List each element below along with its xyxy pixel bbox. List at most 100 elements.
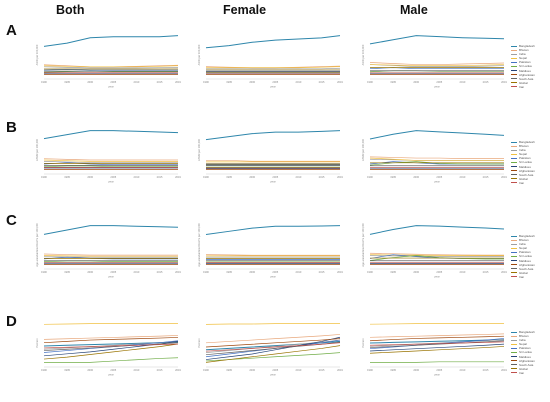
x-tick-label: 2010 xyxy=(134,368,140,372)
legend-item: Global xyxy=(511,271,535,275)
x-tick-label: 2005 xyxy=(110,270,116,274)
row-label-d: D xyxy=(6,313,17,330)
legend-item: Afghanistan xyxy=(511,169,535,173)
x-tick-label: 1990 xyxy=(41,368,47,372)
x-tick-label: 2005 xyxy=(272,80,278,84)
legend-row-d: Bangladesh Bhutan India Nepal Pakistan Sri La… xyxy=(511,330,535,375)
x-axis-label: year xyxy=(108,373,114,377)
legend-swatch xyxy=(511,86,517,88)
legend-swatch xyxy=(511,368,517,370)
legend-swatch xyxy=(511,141,517,143)
x-tick-label: 2005 xyxy=(110,175,116,179)
series-line-3 xyxy=(205,339,341,353)
legend-swatch xyxy=(511,264,517,266)
legend-row-a: Bangladesh Bhutan India Nepal Pakistan Sri La… xyxy=(511,44,535,89)
x-tick-label: 2000 xyxy=(87,80,93,84)
series-line-10 xyxy=(369,346,505,354)
line-chart-c-both: 1990 1995 2000 2005 2010 2015 2019 year Age-stan… xyxy=(35,223,181,279)
legend-swatch xyxy=(511,343,517,345)
legend-item: Bhutan xyxy=(511,48,535,52)
legend-swatch xyxy=(511,174,517,176)
series-line-5 xyxy=(43,162,178,166)
series-line-7 xyxy=(205,336,341,360)
y-axis-label: ASIR per 100,000 xyxy=(361,44,365,65)
legend-item: Maldives xyxy=(511,355,535,359)
x-tick-label: 2005 xyxy=(436,80,442,84)
legend-label: Pakistan xyxy=(519,156,531,161)
x-tick-label: 2015 xyxy=(157,270,163,274)
legend-label: Bangladesh xyxy=(519,140,535,144)
legend-item: South Asia xyxy=(511,363,535,367)
series-line-5 xyxy=(43,69,178,71)
legend-label: India xyxy=(519,242,526,247)
x-tick-label: 2015 xyxy=(483,80,489,84)
legend-label: Bangladesh xyxy=(519,44,535,48)
line-chart-b-male: 1990 1995 2000 2005 2010 2015 2019 year ASMR per… xyxy=(361,130,507,184)
x-tick-label: 2000 xyxy=(249,80,255,84)
x-tick-label: 1995 xyxy=(226,80,232,84)
line-chart-b-both: 1990 1995 2000 2005 2010 2015 2019 year ASMR per… xyxy=(35,130,181,184)
legend-swatch xyxy=(511,53,517,55)
y-axis-label: Percent xyxy=(361,338,365,347)
series-line-6 xyxy=(43,260,178,262)
legend-item: Iran xyxy=(511,181,535,185)
x-tick-label: 1990 xyxy=(367,80,373,84)
series-line-4 xyxy=(369,157,504,161)
series-line-11 xyxy=(43,343,179,349)
legend-swatch xyxy=(511,260,517,262)
legend-swatch xyxy=(511,153,517,155)
legend-swatch xyxy=(511,170,517,172)
legend-label: Nepal xyxy=(519,246,527,251)
row-label-b: B xyxy=(6,119,17,136)
x-tick-label: 2010 xyxy=(134,175,140,179)
legend-swatch xyxy=(511,364,517,366)
legend-row-c: Bangladesh Bhutan India Nepal Pakistan Sri La… xyxy=(511,234,535,279)
x-tick-label: 2015 xyxy=(483,175,489,179)
x-tick-label: 2019 xyxy=(175,80,181,84)
legend-label: India xyxy=(519,52,526,57)
legend-label: Iran xyxy=(519,274,525,279)
legend-label: Sri Lanka xyxy=(519,254,532,259)
legend-swatch xyxy=(511,251,517,253)
legend-swatch xyxy=(511,272,517,274)
y-axis-label: Percent xyxy=(197,338,201,347)
legend-swatch xyxy=(511,66,517,68)
series-line-1 xyxy=(369,35,505,45)
legend-swatch xyxy=(511,372,517,374)
legend-label: South Asia xyxy=(519,76,534,81)
x-tick-label: 2000 xyxy=(413,175,419,179)
series-line-1 xyxy=(369,130,505,140)
legend-label: Iran xyxy=(519,370,525,375)
series-line-2 xyxy=(205,334,341,344)
series-line-2 xyxy=(205,254,340,256)
x-axis-label: year xyxy=(270,180,276,184)
legend-item: Iran xyxy=(511,85,535,89)
legend-item: Sri Lanka xyxy=(511,64,535,68)
y-axis-label: ASMR per 100,000 xyxy=(361,138,365,161)
x-tick-label: 1990 xyxy=(367,270,373,274)
legend-item: Iran xyxy=(511,275,535,279)
x-tick-label: 2005 xyxy=(436,270,442,274)
x-tick-label: 2000 xyxy=(249,270,255,274)
legend-swatch xyxy=(511,178,517,180)
legend-swatch xyxy=(511,74,517,76)
legend-swatch xyxy=(511,243,517,245)
x-tick-label: 2000 xyxy=(413,80,419,84)
series-line-6 xyxy=(44,357,179,363)
x-tick-label: 2000 xyxy=(249,175,255,179)
x-tick-label: 1990 xyxy=(367,175,373,179)
legend-item: South Asia xyxy=(511,77,535,81)
legend-item: Nepal xyxy=(511,246,535,250)
legend-item: India xyxy=(511,242,535,246)
legend-item: Maldives xyxy=(511,259,535,263)
x-tick-label: 2019 xyxy=(175,270,181,274)
x-axis-label: year xyxy=(434,85,440,89)
legend-item: Afghanistan xyxy=(511,359,535,363)
x-tick-label: 2019 xyxy=(501,175,507,179)
legend-swatch xyxy=(511,352,517,354)
series-line-6 xyxy=(43,165,178,168)
x-tick-label: 2019 xyxy=(175,175,181,179)
legend-label: South Asia xyxy=(519,172,534,177)
x-tick-label: 2015 xyxy=(319,175,325,179)
x-axis-label: year xyxy=(434,180,440,184)
